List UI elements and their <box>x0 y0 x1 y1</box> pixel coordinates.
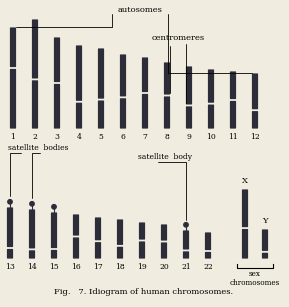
FancyBboxPatch shape <box>7 249 13 258</box>
Text: 20: 20 <box>159 263 169 271</box>
FancyBboxPatch shape <box>117 247 123 258</box>
FancyBboxPatch shape <box>139 241 145 258</box>
FancyBboxPatch shape <box>142 94 148 129</box>
Circle shape <box>8 200 12 204</box>
FancyBboxPatch shape <box>7 208 13 247</box>
FancyBboxPatch shape <box>95 242 101 258</box>
FancyBboxPatch shape <box>32 80 38 129</box>
Text: 7: 7 <box>142 133 147 141</box>
FancyBboxPatch shape <box>208 105 214 129</box>
FancyBboxPatch shape <box>29 250 35 258</box>
FancyBboxPatch shape <box>73 214 79 235</box>
FancyBboxPatch shape <box>54 84 60 129</box>
FancyBboxPatch shape <box>183 251 189 258</box>
FancyBboxPatch shape <box>76 45 82 101</box>
FancyBboxPatch shape <box>205 232 211 250</box>
FancyBboxPatch shape <box>117 220 123 245</box>
FancyBboxPatch shape <box>10 69 16 129</box>
FancyBboxPatch shape <box>32 19 38 79</box>
Text: 9: 9 <box>187 133 191 141</box>
Text: 8: 8 <box>164 133 169 141</box>
FancyBboxPatch shape <box>164 62 170 95</box>
FancyBboxPatch shape <box>208 69 214 103</box>
FancyBboxPatch shape <box>29 209 35 248</box>
Text: 13: 13 <box>5 263 15 271</box>
Text: satellite  body: satellite body <box>138 153 192 161</box>
FancyBboxPatch shape <box>120 98 126 129</box>
FancyBboxPatch shape <box>51 212 57 248</box>
FancyBboxPatch shape <box>161 243 167 258</box>
Text: 22: 22 <box>203 263 213 271</box>
FancyBboxPatch shape <box>120 54 126 96</box>
FancyBboxPatch shape <box>242 189 248 227</box>
Circle shape <box>30 202 34 206</box>
FancyBboxPatch shape <box>205 252 211 258</box>
Text: 10: 10 <box>206 133 216 141</box>
FancyBboxPatch shape <box>186 66 192 104</box>
Text: 19: 19 <box>137 263 147 271</box>
FancyBboxPatch shape <box>186 106 192 129</box>
FancyBboxPatch shape <box>161 224 167 241</box>
FancyBboxPatch shape <box>252 111 258 129</box>
Text: 21: 21 <box>181 263 191 271</box>
Text: 18: 18 <box>115 263 125 271</box>
Text: 17: 17 <box>93 263 103 271</box>
FancyBboxPatch shape <box>142 57 148 92</box>
Text: sex
chromosomes: sex chromosomes <box>230 270 280 287</box>
FancyBboxPatch shape <box>54 37 60 82</box>
FancyBboxPatch shape <box>95 217 101 240</box>
Text: centromeres: centromeres <box>151 34 205 42</box>
Text: 1: 1 <box>11 133 15 141</box>
FancyBboxPatch shape <box>242 229 248 258</box>
Circle shape <box>52 204 56 209</box>
Text: 4: 4 <box>77 133 81 141</box>
Text: Y: Y <box>262 217 268 225</box>
Text: 5: 5 <box>99 133 103 141</box>
FancyBboxPatch shape <box>252 73 258 109</box>
FancyBboxPatch shape <box>139 222 145 239</box>
Text: Fig.   7. Idiogram of human chromosomes.: Fig. 7. Idiogram of human chromosomes. <box>54 288 234 296</box>
FancyBboxPatch shape <box>98 49 104 99</box>
FancyBboxPatch shape <box>98 100 104 129</box>
Text: 3: 3 <box>55 133 60 141</box>
Text: 14: 14 <box>27 263 37 271</box>
Text: 2: 2 <box>33 133 38 141</box>
Circle shape <box>184 223 188 227</box>
Text: X: X <box>242 177 248 185</box>
FancyBboxPatch shape <box>73 237 79 258</box>
Text: 12: 12 <box>250 133 260 141</box>
FancyBboxPatch shape <box>230 72 236 99</box>
Text: 11: 11 <box>228 133 238 141</box>
Text: satellite  bodies: satellite bodies <box>8 144 68 152</box>
FancyBboxPatch shape <box>10 27 16 67</box>
FancyBboxPatch shape <box>164 96 170 129</box>
FancyBboxPatch shape <box>51 250 57 258</box>
FancyBboxPatch shape <box>230 101 236 129</box>
Text: 15: 15 <box>49 263 59 271</box>
Text: 16: 16 <box>71 263 81 271</box>
FancyBboxPatch shape <box>262 229 268 251</box>
FancyBboxPatch shape <box>262 253 268 258</box>
Text: 6: 6 <box>121 133 125 141</box>
Text: autosomes: autosomes <box>118 6 162 14</box>
FancyBboxPatch shape <box>76 103 82 129</box>
FancyBboxPatch shape <box>183 230 189 250</box>
